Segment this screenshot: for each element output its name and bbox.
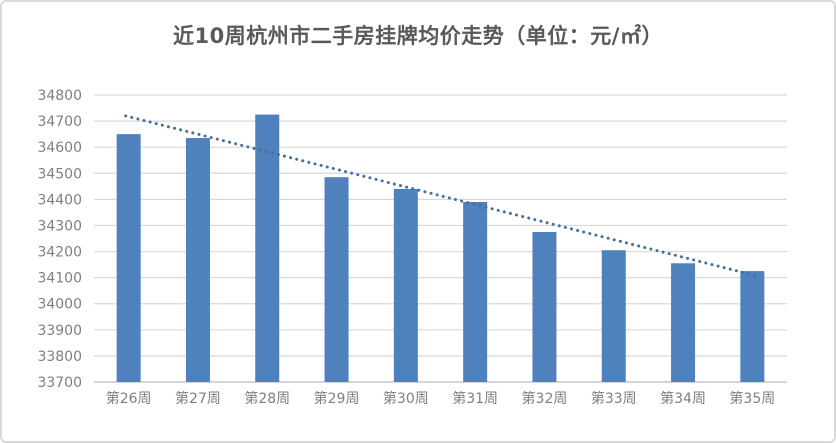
bar — [116, 134, 141, 382]
bar — [324, 177, 349, 382]
y-tick-label: 34500 — [37, 166, 82, 182]
trendline — [124, 114, 760, 278]
y-tick-label: 34700 — [37, 114, 82, 130]
bar — [255, 114, 280, 383]
y-tick-label: 34000 — [37, 297, 82, 313]
y-tick-label: 33800 — [37, 349, 82, 365]
bar — [185, 138, 210, 382]
x-tick-label: 第35周 — [729, 390, 775, 407]
bar — [740, 271, 765, 382]
x-tick-label: 第26周 — [106, 390, 152, 407]
x-tick-label: 第30周 — [383, 390, 429, 407]
x-tick-label: 第33周 — [591, 390, 637, 407]
bar — [532, 231, 557, 382]
y-tick-label: 34200 — [37, 245, 82, 261]
x-tick-label: 第28周 — [244, 390, 290, 407]
y-tick-label: 34600 — [37, 140, 82, 156]
x-tick-label: 第31周 — [452, 390, 498, 407]
y-tick-label: 33700 — [37, 375, 82, 391]
bar — [393, 188, 418, 382]
chart-title: 近10周杭州市二手房挂牌均价走势（单位：元/㎡） — [173, 24, 663, 48]
x-tick-label: 第27周 — [175, 390, 221, 407]
x-tick-label: 第29周 — [314, 390, 360, 407]
y-tick-label: 34400 — [37, 192, 82, 208]
y-tick-label: 33900 — [37, 323, 82, 339]
x-tick-label: 第34周 — [660, 390, 706, 407]
y-tick-label: 34300 — [37, 218, 82, 234]
bar — [601, 250, 626, 382]
bar — [463, 201, 488, 382]
y-tick-label: 34100 — [37, 271, 82, 287]
bar — [671, 263, 696, 382]
x-tick-label: 第32周 — [522, 390, 568, 407]
y-tick-label: 34800 — [37, 88, 82, 104]
